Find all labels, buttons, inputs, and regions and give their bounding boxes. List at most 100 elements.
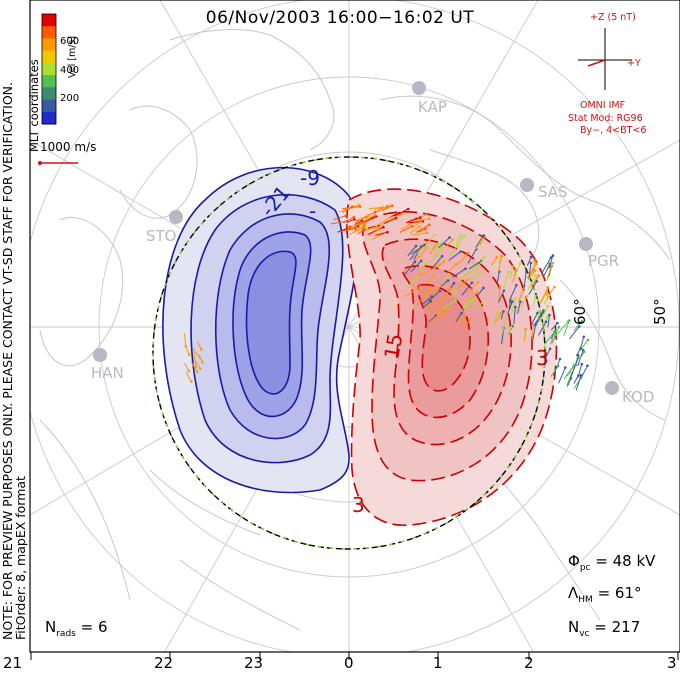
- velocity-vector: [417, 228, 426, 233]
- velocity-vector: [528, 281, 538, 295]
- velocity-vector: [198, 354, 203, 363]
- velocity-vector: [185, 371, 192, 382]
- velocity-vector: [532, 260, 535, 275]
- velocity-vector: [497, 290, 505, 303]
- velocity-vector: [371, 233, 384, 241]
- velocity-vector: [462, 298, 474, 308]
- velocity-vector: [552, 358, 561, 376]
- velocity-vector: [456, 279, 468, 290]
- velocity-vector: [190, 361, 198, 372]
- velocity-vector: [428, 315, 437, 323]
- n-vc-value: 217: [611, 618, 641, 636]
- colorbar-swatch: [42, 111, 56, 125]
- velocity-vector: [479, 235, 486, 246]
- velocity-vector: [569, 364, 576, 380]
- colorbar-swatch: [42, 38, 56, 52]
- velocity-vector: [338, 205, 353, 213]
- velocity-vector: [566, 378, 572, 387]
- velocity-vector: [399, 225, 413, 233]
- velocity-vector: [449, 263, 457, 271]
- velocity-vector: [469, 272, 480, 281]
- velocity-vector: [426, 255, 437, 266]
- velocity-vector: [391, 212, 400, 218]
- n-rads-readout: Nrads = 6: [45, 618, 108, 639]
- velocity-vector: [434, 247, 442, 256]
- velocity-vector: [532, 295, 537, 307]
- velocity-vector: [438, 237, 450, 249]
- velocity-vector: [532, 324, 537, 341]
- velocity-vector: [375, 231, 388, 236]
- velocity-vector: [496, 271, 500, 285]
- velocity-vector: [404, 261, 416, 275]
- coastlines: [39, 29, 671, 631]
- imf-y-label: +Y: [627, 58, 641, 69]
- velocity-vector: [493, 312, 499, 323]
- velocity-vector: [410, 226, 421, 234]
- velocity-vector: [445, 239, 454, 247]
- velocity-vector: [475, 257, 485, 272]
- velocity-vector: [546, 286, 555, 299]
- velocity-vector: [197, 341, 202, 350]
- phi-pc-readout: Φpc = 48 kV: [568, 552, 656, 573]
- velocity-vector: [527, 275, 537, 290]
- velocity-vector: [535, 312, 544, 326]
- colorbar-swatch: [42, 87, 56, 101]
- velocity-vector: [418, 262, 426, 273]
- velocity-vector: [347, 223, 365, 227]
- velocity-vector: [575, 348, 582, 357]
- velocity-vector: [379, 205, 389, 211]
- velocity-vector: [422, 296, 433, 305]
- velocity-vector: [563, 320, 570, 337]
- velocity-vector: [558, 367, 566, 384]
- velocity-vector: [530, 312, 538, 327]
- velocity-vector: [193, 351, 197, 368]
- velocity-vectors: [184, 203, 590, 391]
- velocity-vector: [448, 251, 462, 261]
- velocity-vector: [349, 226, 366, 236]
- velocity-vector: [498, 256, 502, 272]
- station-label-kap: KAP: [418, 98, 447, 116]
- velocity-vector: [575, 375, 582, 391]
- velocity-vector: [517, 301, 521, 314]
- velocity-vector: [493, 313, 502, 324]
- velocity-vector: [508, 285, 517, 301]
- velocity-vector: [490, 257, 498, 267]
- velocity-vector: [383, 217, 397, 225]
- imf-source-label: OMNI IMF: [580, 100, 626, 111]
- velocity-vector: [407, 245, 417, 257]
- velocity-vector: [184, 333, 187, 347]
- velocity-vector: [461, 298, 475, 311]
- velocity-vector: [352, 224, 366, 233]
- velocity-vector: [470, 263, 478, 273]
- contour-label-pos-1: 15: [379, 332, 407, 361]
- station-markers: [93, 81, 619, 395]
- mlt-label-2: 2: [524, 654, 534, 672]
- plot-title: 06/Nov/2003 16:00−16:02 UT: [205, 8, 475, 28]
- velocity-vector: [410, 244, 425, 255]
- velocity-vector: [375, 217, 391, 227]
- velocity-vector: [455, 316, 465, 325]
- vector-origin: [354, 227, 357, 231]
- velocity-vector: [526, 268, 534, 278]
- n-rads-value: 6: [97, 618, 108, 636]
- velocity-vector: [354, 220, 363, 225]
- latitude-label-60: 60°: [571, 298, 589, 325]
- colorbar-tick-200: 200: [60, 93, 80, 104]
- velocity-vector: [539, 305, 549, 322]
- velocity-vector: [342, 206, 353, 213]
- mlt-ticks: [30, 652, 679, 660]
- velocity-vector: [569, 326, 580, 340]
- station-label-pgr: PGR: [588, 252, 620, 270]
- station-label-kod: KOD: [622, 388, 655, 406]
- velocity-vector: [530, 275, 539, 287]
- contour-label-neg-3: -: [309, 199, 316, 223]
- velocity-vector: [551, 326, 560, 344]
- velocity-vector: [414, 245, 427, 256]
- velocity-vector: [556, 320, 569, 335]
- velocity-vector: [381, 205, 393, 212]
- velocity-vector: [416, 291, 428, 306]
- velocity-vector: [523, 271, 527, 289]
- velocity-vector: [540, 292, 547, 304]
- velocity-vector: [368, 206, 383, 210]
